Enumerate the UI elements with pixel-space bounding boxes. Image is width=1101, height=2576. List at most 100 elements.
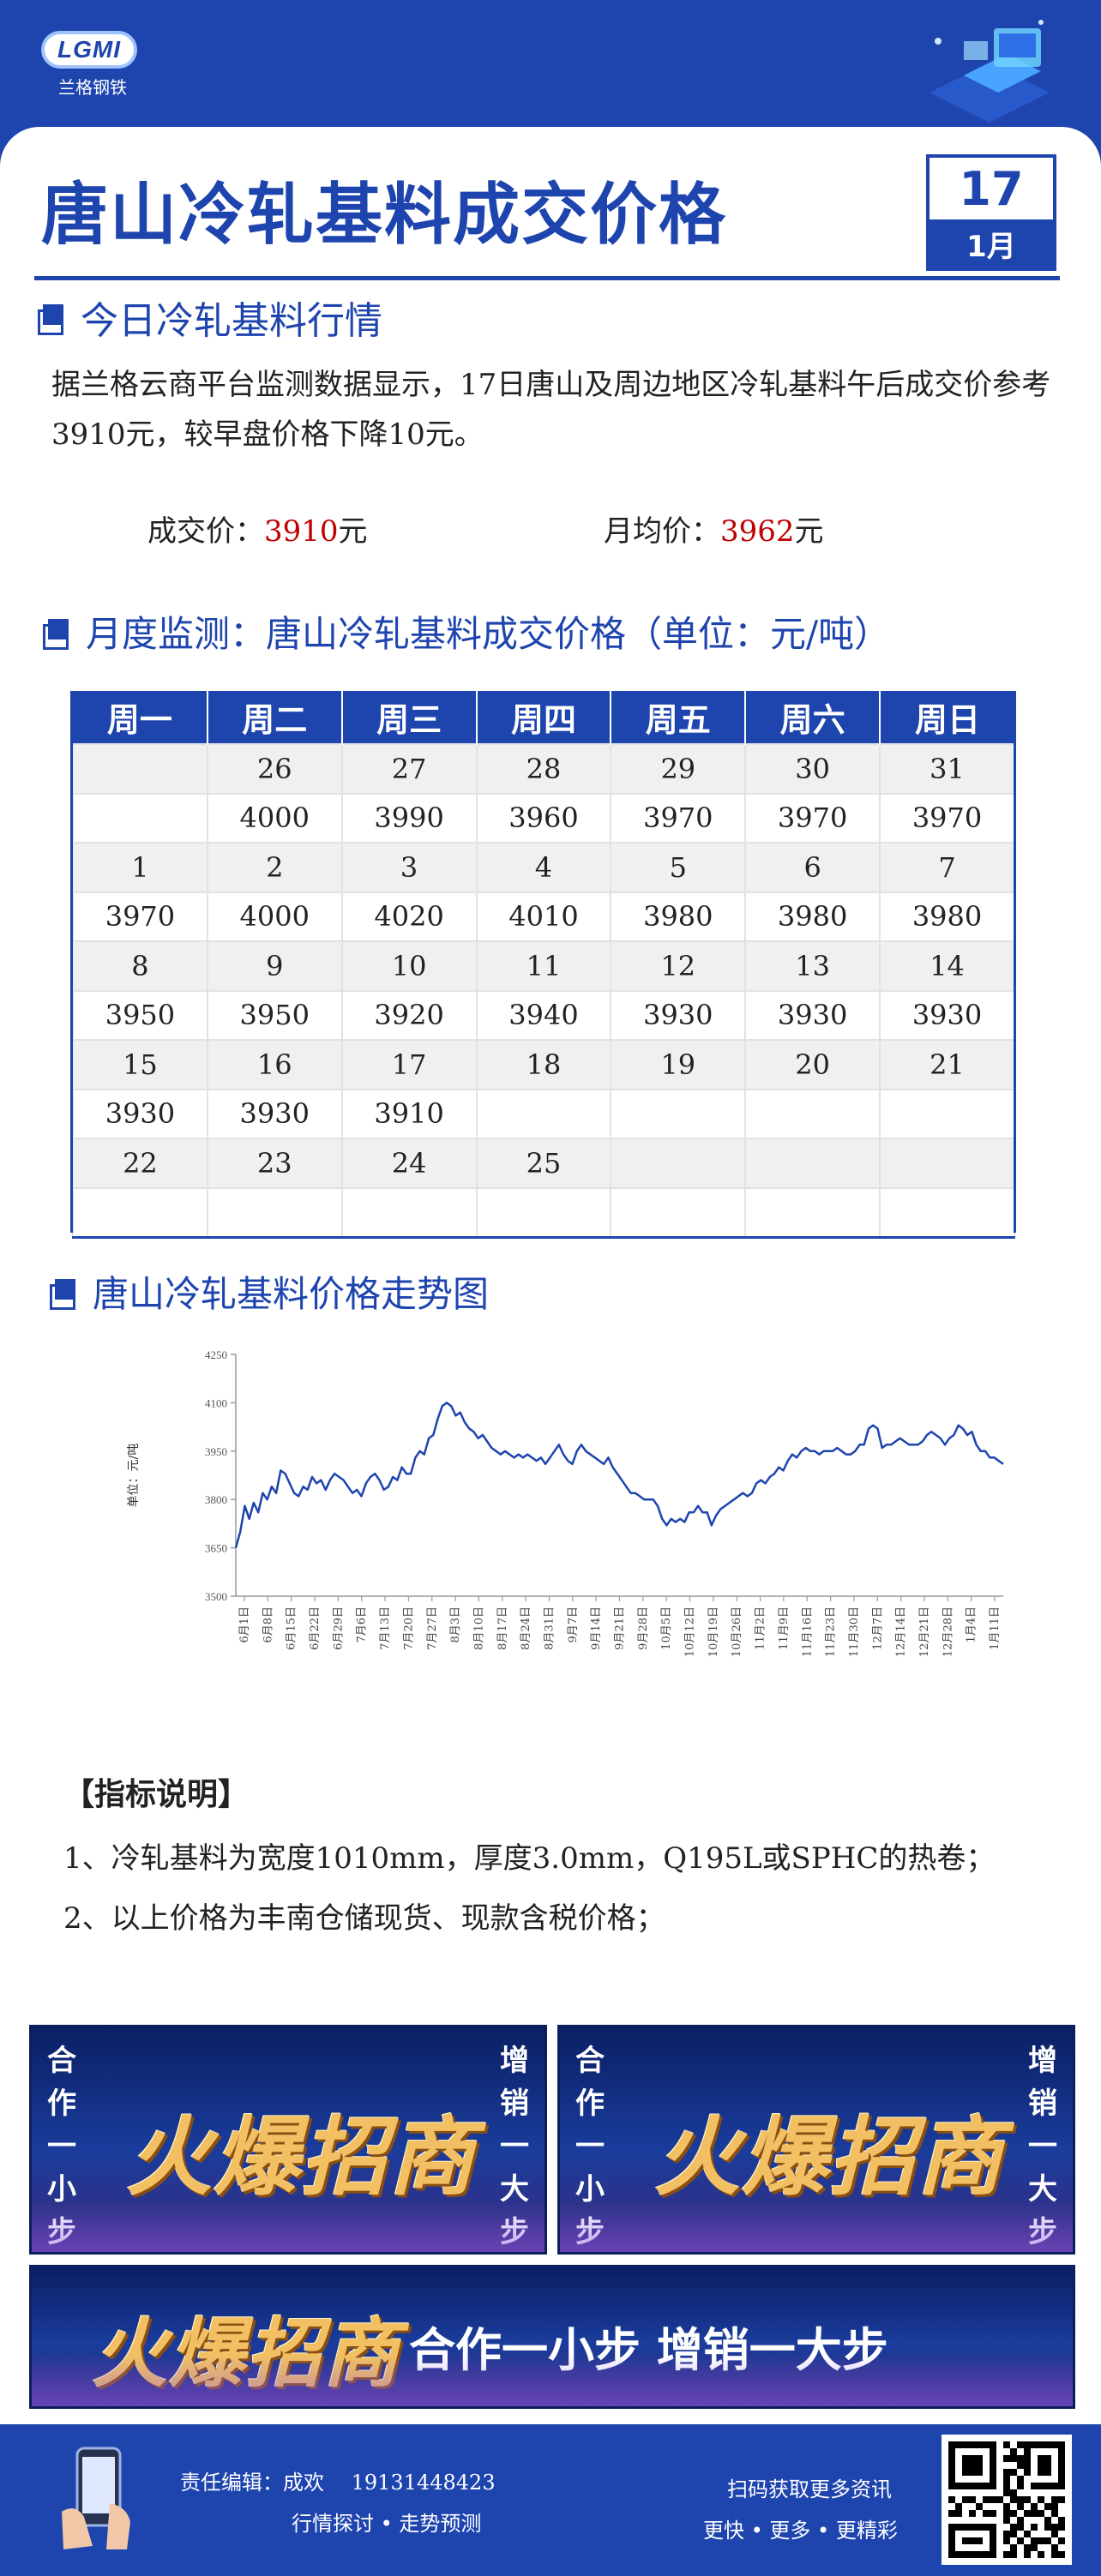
ad-banner-wide[interactable]: 火爆招商 合作一小步 增销一大步	[29, 2265, 1075, 2409]
calendar-date-cell: 16	[206, 1039, 343, 1090]
x-tick-label: 6月15日	[286, 1606, 298, 1650]
qr-module	[1024, 2462, 1031, 2469]
x-tick-label: 10月19日	[707, 1606, 720, 1657]
qr-module	[969, 2551, 976, 2558]
qr-module	[1031, 2483, 1038, 2489]
qr-module	[1003, 2503, 1010, 2510]
qr-module	[969, 2455, 976, 2462]
calendar-date-cell: 11	[475, 940, 612, 992]
qr-module	[976, 2469, 983, 2476]
calendar-date-cell	[744, 1138, 881, 1189]
calendar-price-cell	[744, 1186, 881, 1239]
calendar-price-cell: 3930	[72, 1088, 208, 1139]
x-tick-label: 9月7日	[567, 1606, 580, 1643]
calendar-price-cell: 3980	[610, 891, 747, 942]
x-tick-label: 6月29日	[332, 1606, 345, 1650]
deal-price: 成交价：3910元	[147, 507, 368, 549]
qr-module	[1017, 2483, 1024, 2489]
x-tick-label: 7月20日	[402, 1606, 415, 1650]
qr-module	[1051, 2524, 1058, 2531]
ad-city-skyline	[560, 2201, 1073, 2252]
qr-module	[955, 2524, 962, 2531]
calendar-date-cell: 29	[610, 743, 747, 795]
calendar-header-row: 周一 周二 周三 周四 周五 周六 周日	[73, 691, 1014, 744]
qr-module	[1003, 2455, 1010, 2462]
qr-module	[1038, 2455, 1044, 2462]
y-tick-label: 4100	[205, 1396, 227, 1409]
qr-module	[955, 2483, 962, 2489]
x-tick-label: 11月2日	[755, 1606, 767, 1650]
calendar-date-cell	[72, 743, 208, 795]
calendar-date-row: 8 9 10 11 12 13 14	[72, 940, 1015, 992]
section-chart-title: 唐山冷轧基料价格走势图	[93, 1273, 490, 1315]
section-today-heading: 今日冷轧基料行情	[38, 290, 382, 345]
x-tick-label: 8月3日	[449, 1606, 462, 1643]
qr-module	[1010, 2496, 1017, 2503]
qr-module	[1044, 2469, 1051, 2476]
qr-module	[1038, 2510, 1044, 2517]
qr-module	[1058, 2469, 1065, 2476]
qr-module	[990, 2510, 996, 2517]
qr-code[interactable]	[942, 2435, 1072, 2565]
footer-more-text: 更快 • 更多 • 更精彩	[703, 2519, 898, 2543]
qr-module	[1024, 2531, 1031, 2537]
calendar-price-cell: 4020	[340, 891, 478, 942]
x-tick-label: 7月27日	[426, 1606, 439, 1650]
x-tick-label: 11月30日	[848, 1606, 861, 1657]
qr-module	[1003, 2510, 1010, 2517]
qr-module	[1010, 2531, 1017, 2537]
calendar-date-cell: 3	[340, 842, 478, 893]
calendar-date-cell: 13	[744, 940, 881, 992]
ad-banner-left[interactable]: 合作一小步 增销一大步 火爆招商	[29, 2025, 547, 2255]
qr-module	[990, 2537, 996, 2544]
qr-module	[1058, 2462, 1065, 2469]
qr-module	[1017, 2462, 1024, 2469]
qr-module	[1051, 2510, 1058, 2517]
qr-module	[996, 2496, 1003, 2503]
y-tick-label: 4250	[205, 1348, 227, 1361]
x-tick-label: 6月1日	[238, 1606, 251, 1643]
qr-module	[1024, 2551, 1031, 2558]
ad-banner-right[interactable]: 合作一小步 增销一大步 火爆招商	[557, 2025, 1075, 2255]
weekday-header: 周二	[206, 691, 342, 744]
qr-code-icon	[948, 2441, 1065, 2558]
weekday-header: 周五	[610, 691, 746, 744]
calendar-date-cell: 10	[340, 940, 478, 992]
calendar-price-cell: 3970	[744, 792, 881, 844]
weekday-header: 周六	[744, 691, 881, 744]
calendar-date-cell: 25	[475, 1138, 612, 1189]
qr-module	[976, 2524, 983, 2531]
qr-module	[976, 2455, 983, 2462]
section-square-icon	[38, 304, 63, 335]
calendar-price-cell	[879, 1088, 1015, 1139]
qr-module	[1031, 2510, 1038, 2517]
ad-headline: 火爆招商	[654, 2107, 1004, 2207]
qr-module	[983, 2496, 990, 2503]
qr-module	[1024, 2544, 1031, 2551]
calendar-price-cell: 3910	[340, 1088, 478, 1139]
weekday-header: 周日	[879, 691, 1014, 744]
qr-module	[976, 2503, 983, 2510]
calendar-date-cell: 23	[206, 1138, 343, 1189]
qr-module	[948, 2455, 955, 2462]
qr-module	[1003, 2469, 1010, 2476]
qr-module	[1024, 2469, 1031, 2476]
y-tick-label: 3950	[205, 1445, 227, 1458]
phone-hand-icon	[62, 2447, 130, 2549]
qr-module	[948, 2462, 955, 2469]
qr-module	[1051, 2551, 1058, 2558]
qr-module	[948, 2524, 955, 2531]
qr-module	[1058, 2496, 1065, 2503]
calendar-date-cell: 17	[340, 1039, 478, 1090]
qr-module	[1017, 2441, 1024, 2448]
x-tick-label: 8月17日	[496, 1606, 509, 1650]
calendar-price-cell: 3970	[72, 891, 208, 942]
title-rule	[34, 276, 1060, 280]
qr-module	[983, 2483, 990, 2489]
x-tick-label: 11月16日	[801, 1606, 814, 1657]
calendar-date-row: 26 27 28 29 30 31	[72, 743, 1015, 795]
qr-module	[1058, 2517, 1065, 2524]
top-band	[0, 0, 1101, 129]
qr-module	[955, 2503, 962, 2510]
